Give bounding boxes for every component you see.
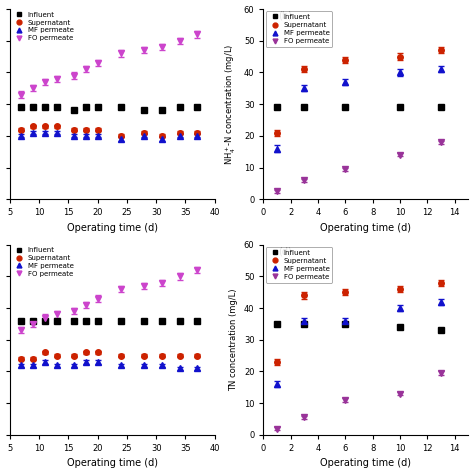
X-axis label: Operating time (d): Operating time (d) [67,223,158,233]
Y-axis label: NH$_4^+$-N concentration (mg/L): NH$_4^+$-N concentration (mg/L) [224,44,238,165]
Y-axis label: TN concentration (mg/L): TN concentration (mg/L) [229,289,238,391]
Text: (d): (d) [278,246,292,256]
Legend: Influent, Supernatant, MF permeate, FO permeate: Influent, Supernatant, MF permeate, FO p… [11,10,75,43]
Legend: Influent, Supernatant, MF permeate, FO permeate: Influent, Supernatant, MF permeate, FO p… [11,246,75,278]
Legend: Influent, Supernatant, MF permeate, FO permeate: Influent, Supernatant, MF permeate, FO p… [265,247,332,283]
X-axis label: Operating time (d): Operating time (d) [67,458,158,468]
X-axis label: Operating time (d): Operating time (d) [320,458,411,468]
Text: (b): (b) [278,11,292,21]
Legend: Influent, Supernatant, MF permeate, FO permeate: Influent, Supernatant, MF permeate, FO p… [265,11,332,47]
X-axis label: Operating time (d): Operating time (d) [320,223,411,233]
